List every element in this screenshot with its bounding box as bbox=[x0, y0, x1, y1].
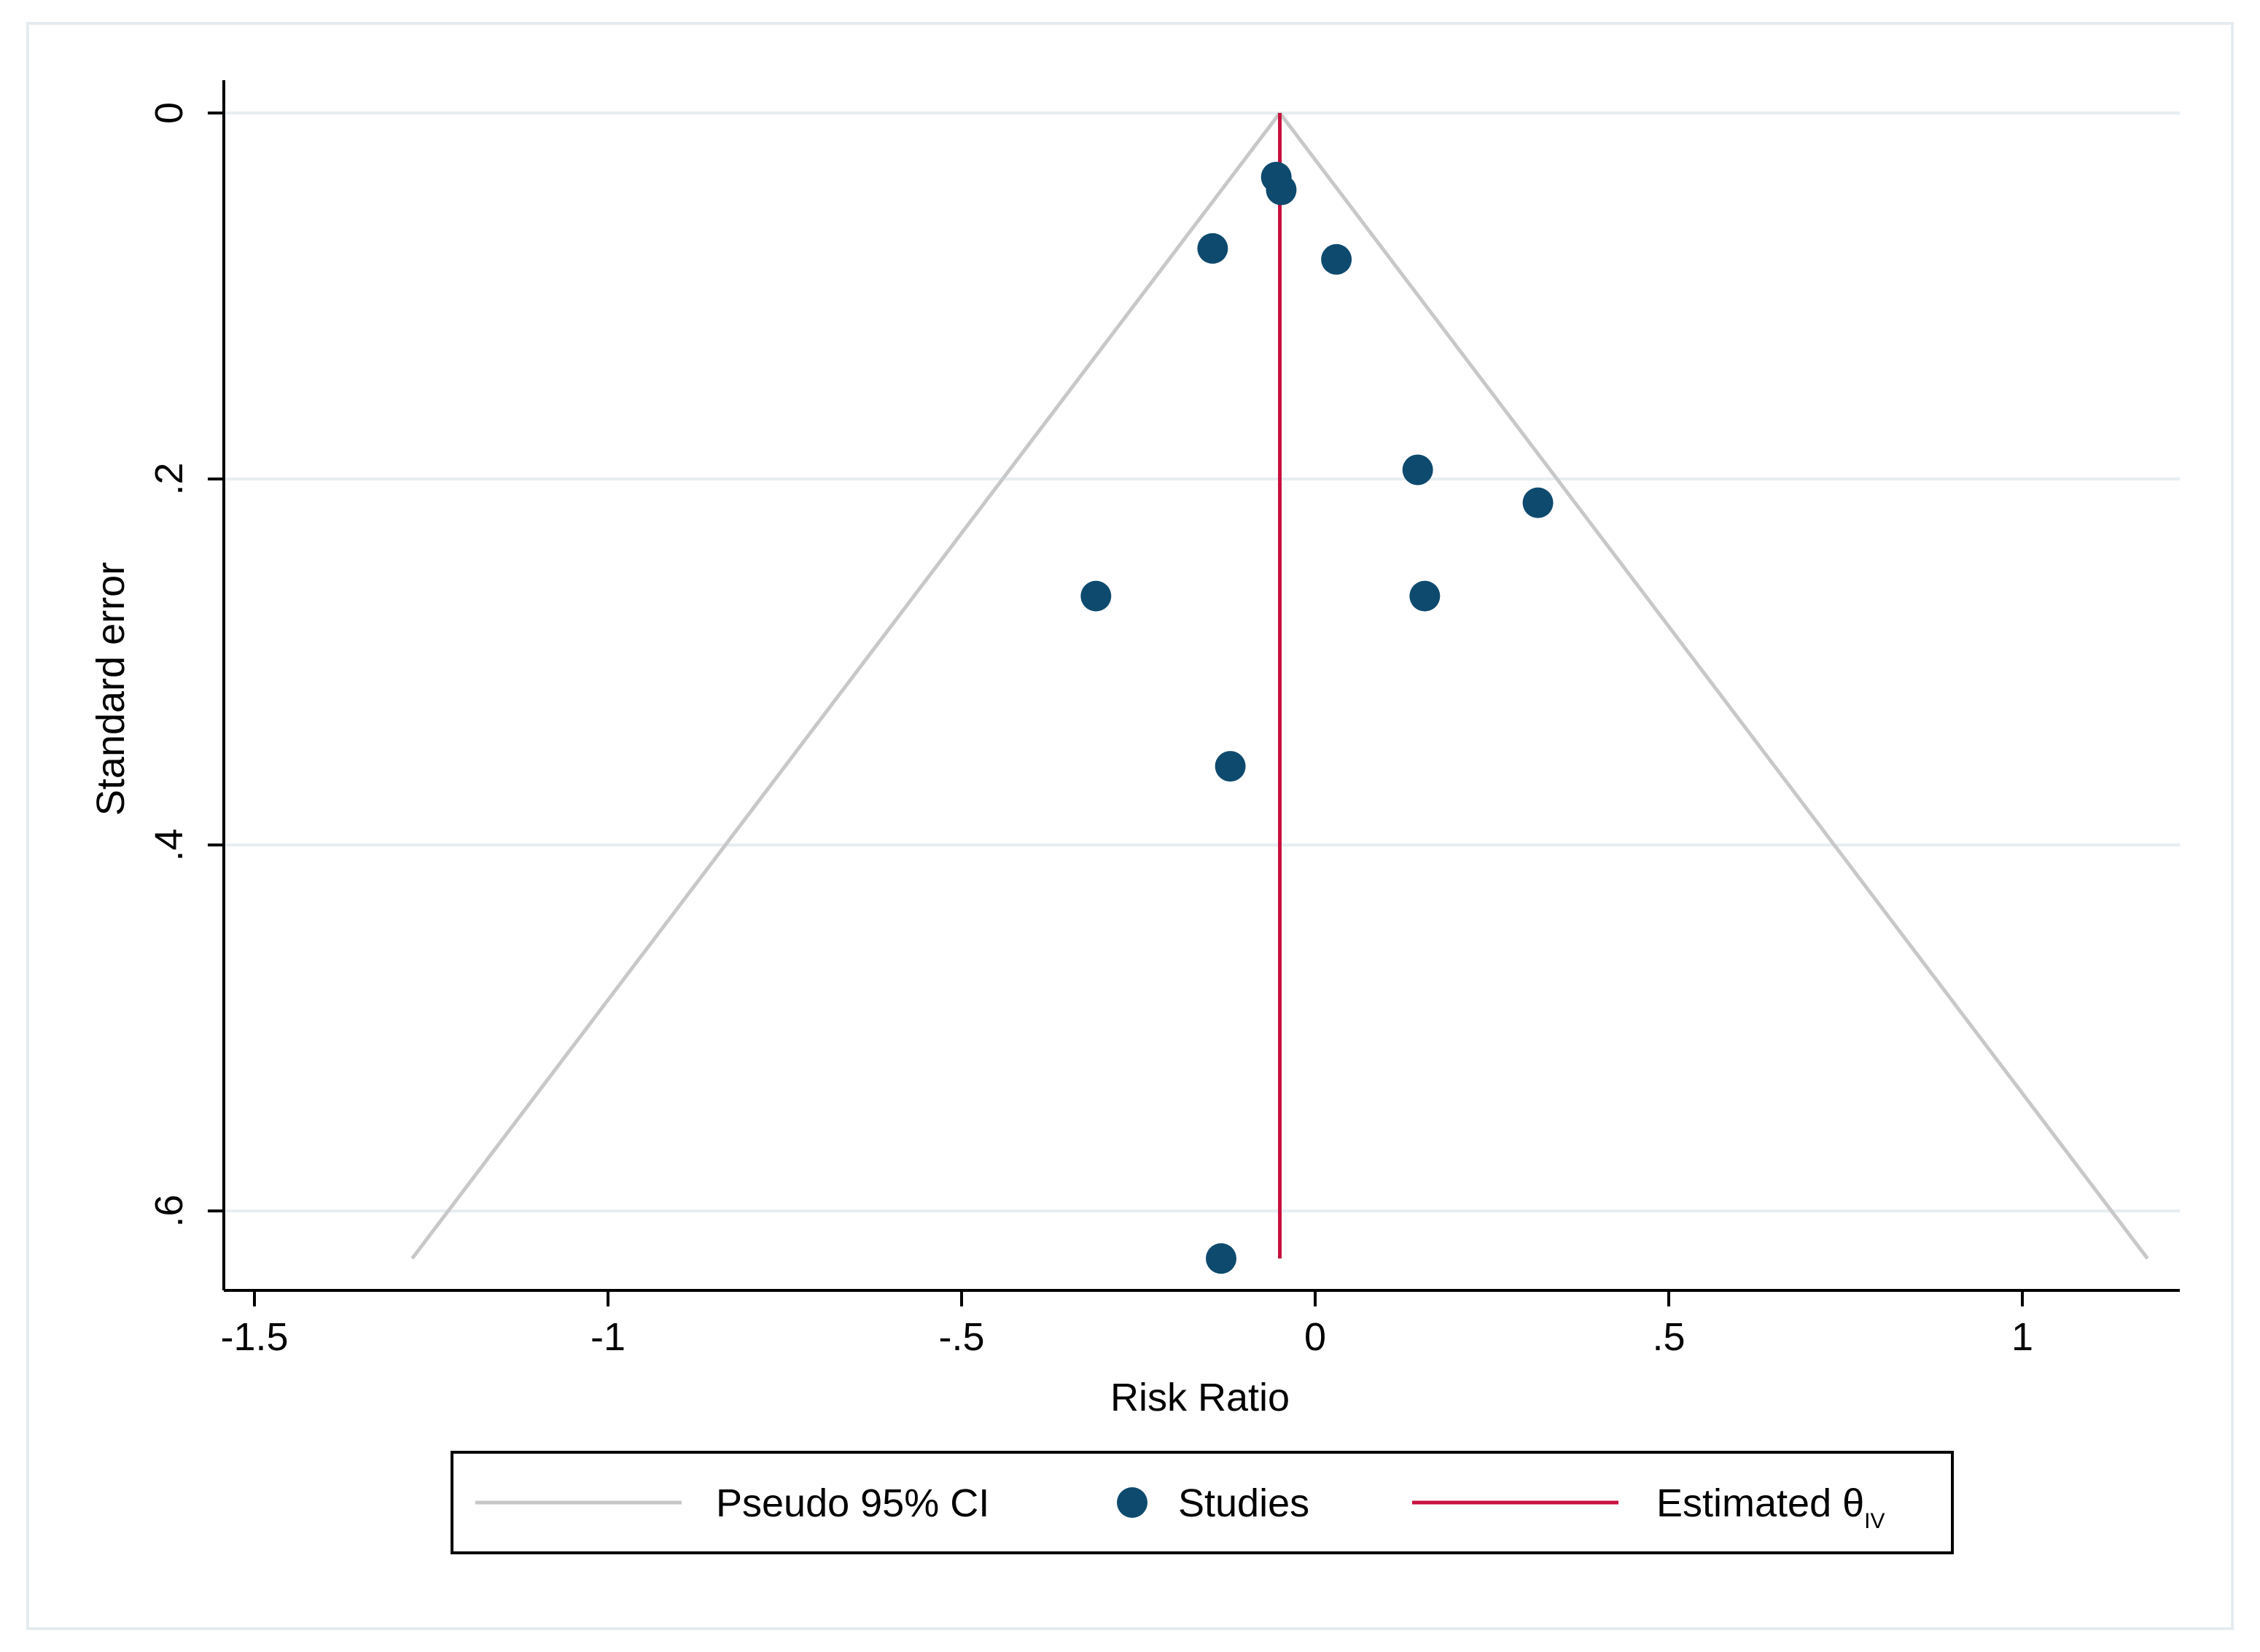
legend: Pseudo 95% CI Studies Estimated θIV bbox=[451, 1451, 1954, 1554]
legend-studies-marker bbox=[1117, 1487, 1147, 1518]
study-points bbox=[1080, 161, 1554, 1274]
x-tick-label-3: 0 bbox=[1304, 1315, 1326, 1359]
study-point-7 bbox=[1409, 580, 1441, 612]
x-tick-label-0: -1.5 bbox=[220, 1315, 288, 1359]
figure-frame bbox=[26, 22, 2234, 1630]
legend-estimate-text: Estimated θ bbox=[1656, 1481, 1864, 1525]
study-point-5 bbox=[1522, 487, 1554, 518]
y-axis-title: Standard error bbox=[89, 562, 133, 816]
study-point-9 bbox=[1205, 1243, 1236, 1274]
pseudo-ci-lines bbox=[410, 112, 2149, 1260]
x-tick-label-1: -1 bbox=[591, 1315, 626, 1359]
study-point-3 bbox=[1321, 243, 1352, 275]
study-point-8 bbox=[1215, 751, 1246, 782]
y-tick-label-0: 0 bbox=[147, 102, 191, 124]
ci-line-right bbox=[1278, 112, 2149, 1260]
legend-box bbox=[451, 1451, 1954, 1554]
axis-labels: Risk Ratio Standard error bbox=[89, 562, 1290, 1419]
y-tick-label-3: .6 bbox=[147, 1194, 191, 1227]
x-tick-label-4: .5 bbox=[1652, 1315, 1685, 1359]
ci-line-left bbox=[410, 112, 1282, 1260]
x-tick-label-5: 1 bbox=[2011, 1315, 2033, 1359]
study-point-1 bbox=[1266, 174, 1297, 206]
legend-estimate-subscript: IV bbox=[1864, 1509, 1885, 1533]
y-tick-label-1: .2 bbox=[147, 462, 191, 495]
y-tick-label-2: .4 bbox=[147, 828, 191, 861]
legend-studies-label: Studies bbox=[1178, 1481, 1309, 1525]
x-axis-title: Risk Ratio bbox=[1110, 1376, 1290, 1419]
legend-estimate-label: Estimated θIV bbox=[1656, 1481, 1885, 1533]
axes: -1.5 -1 -.5 0 .5 1 0 .2 .4 .6 bbox=[147, 80, 2180, 1359]
study-point-6 bbox=[1080, 580, 1112, 612]
x-tick-label-2: -.5 bbox=[938, 1315, 984, 1359]
study-point-2 bbox=[1197, 233, 1228, 264]
legend-ci-label: Pseudo 95% CI bbox=[716, 1481, 989, 1525]
grid-lines bbox=[224, 112, 2180, 1212]
study-point-4 bbox=[1402, 454, 1433, 486]
